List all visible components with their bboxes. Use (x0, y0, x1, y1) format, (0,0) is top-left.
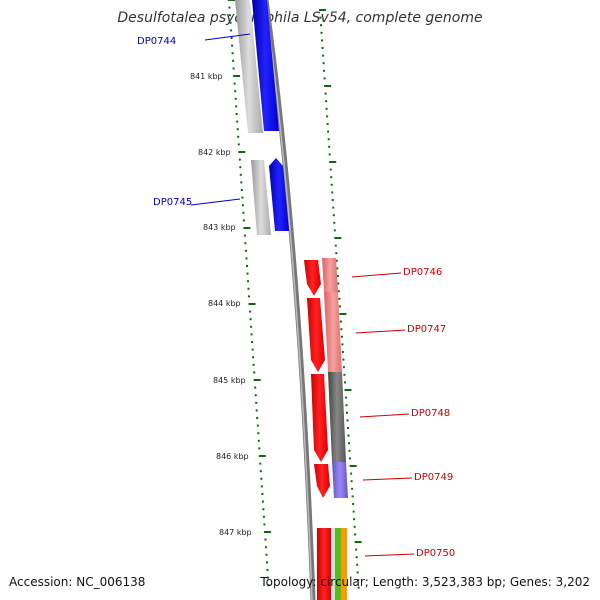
kbp-label-847: 847 kbp (219, 528, 252, 537)
gene-DP0749-arrow (314, 464, 330, 498)
leader-DP0749 (362, 477, 413, 481)
leader-DP0750 (364, 553, 415, 557)
leader-DP0747 (355, 329, 406, 334)
topology-text: Topology: circular; Length: 3,523,383 bp… (260, 575, 590, 589)
gene-DP0748-arrow (311, 374, 328, 462)
gene-DP0744-arrow (252, 0, 279, 131)
genome-backbone (263, 0, 316, 600)
gene-DP0750-stripe-green (335, 528, 341, 600)
gene-DP0745-cds-shade (251, 160, 271, 235)
gene-DP0749 (314, 462, 348, 498)
leader-DP0748 (359, 413, 410, 418)
gene-DP0747-arrow (307, 298, 325, 372)
gene-DP0746-arrow (304, 260, 321, 296)
label-DP0749: DP0749 (414, 472, 453, 483)
gene-DP0750 (317, 528, 347, 600)
gene-DP0746 (304, 258, 338, 296)
kbp-label-845: 845 kbp (213, 376, 246, 385)
gene-labels: DP0744 DP0745 DP0746 DP0747 DP0748 DP074… (137, 33, 455, 559)
leader-DP0744 (204, 33, 251, 41)
label-DP0746: DP0746 (403, 267, 442, 278)
gene-DP0748 (311, 372, 346, 462)
genome-backbone-highlight (264, 0, 313, 600)
kbp-label-844: 844 kbp (208, 299, 241, 308)
map-title: Desulfotalea psychrophila LSv54, complet… (117, 10, 483, 26)
gene-DP0744 (235, 0, 279, 133)
label-DP0744: DP0744 (137, 36, 176, 47)
kbp-labels: 841 kbp 842 kbp 843 kbp 844 kbp 845 kbp … (190, 72, 252, 537)
gene-DP0747 (307, 292, 342, 372)
gene-DP0749-shade (332, 462, 348, 498)
gene-DP0745-arrow (269, 158, 289, 231)
accession-text: Accession: NC_006138 (9, 575, 146, 589)
gene-DP0747-shade (324, 292, 342, 372)
kbp-label-846: 846 kbp (216, 452, 249, 461)
gene-DP0750-arrow (317, 528, 331, 600)
label-DP0745: DP0745 (153, 197, 192, 208)
gene-DP0750-stripe-orange (341, 528, 347, 600)
kbp-label-842: 842 kbp (198, 148, 231, 157)
gene-DP0750-stripe-light (331, 528, 335, 600)
label-DP0747: DP0747 (407, 324, 446, 335)
kbp-label-841: 841 kbp (190, 72, 223, 81)
gene-DP0746-shade (322, 258, 338, 292)
kbp-label-843: 843 kbp (203, 223, 236, 232)
tick-marks (228, 0, 362, 589)
gene-DP0744-cds-shade (235, 0, 263, 133)
leader-DP0746 (351, 272, 402, 278)
gene-DP0745 (251, 158, 289, 235)
leader-DP0745 (190, 198, 241, 206)
label-DP0748: DP0748 (411, 408, 450, 419)
label-DP0750: DP0750 (416, 548, 455, 559)
gene-DP0748-shade (328, 372, 346, 462)
